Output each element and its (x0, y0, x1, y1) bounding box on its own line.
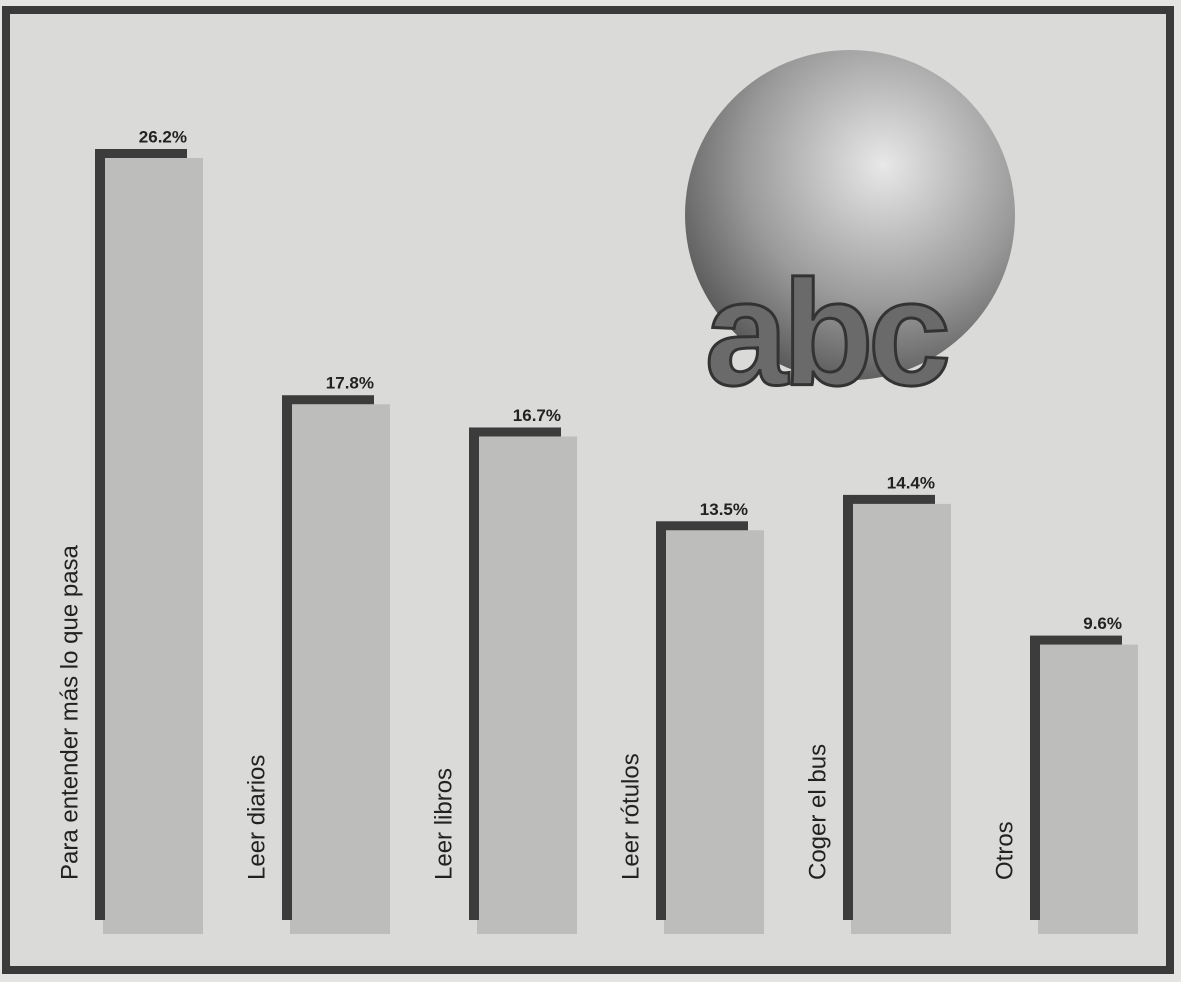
bar-cap (1030, 635, 1122, 645)
sphere (685, 50, 1015, 380)
bar-edge (282, 398, 292, 920)
category-label: Leer libros (430, 768, 457, 880)
category-label: Otros (991, 821, 1018, 880)
category-label: Leer diarios (243, 755, 270, 880)
bar (851, 503, 951, 934)
bar-cap (282, 395, 374, 405)
bar-cap (843, 494, 935, 504)
category-label: Para entender más lo que pasa (56, 544, 83, 880)
value-label: 17.8% (326, 374, 374, 393)
bar (477, 436, 577, 934)
bar-cap (469, 427, 561, 437)
bar-edge (843, 497, 853, 920)
bar (103, 158, 203, 934)
bar-edge (469, 430, 479, 920)
bar-edge (656, 524, 666, 920)
bar (1038, 644, 1138, 934)
bar (664, 530, 764, 934)
value-label: 9.6% (1083, 614, 1122, 633)
bar-cap (656, 521, 748, 531)
category-label: Coger el bus (804, 744, 831, 880)
bar-edge (95, 152, 105, 920)
bar-edge (1030, 638, 1040, 920)
logo-text: abc (705, 249, 948, 417)
value-label: 14.4% (887, 473, 935, 492)
value-label: 16.7% (513, 406, 561, 425)
value-label: 13.5% (700, 500, 748, 519)
bar-cap (95, 149, 187, 158)
bar (290, 404, 390, 934)
value-label: 26.2% (139, 127, 187, 146)
category-label: Leer rótulos (617, 753, 644, 880)
